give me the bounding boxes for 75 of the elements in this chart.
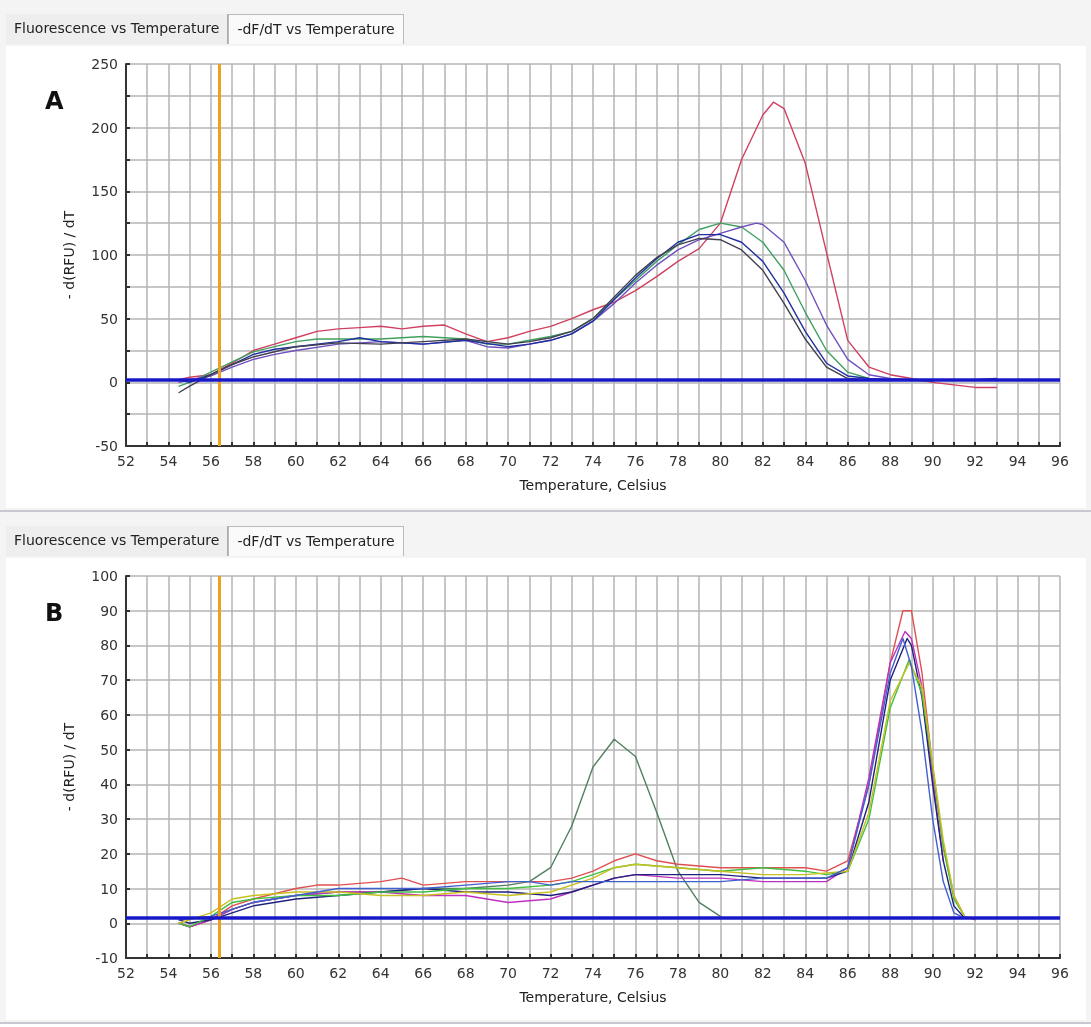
y-tick-label: 20 <box>100 845 118 862</box>
x-tick-label: 68 <box>456 453 475 469</box>
y-tick-label: 50 <box>100 310 118 327</box>
x-tick-label: 52 <box>117 965 135 981</box>
x-axis-title: Temperature, Celsius <box>518 477 667 493</box>
text: Fluorescence vs Temperature <box>6 14 229 44</box>
x-tick-label: 70 <box>499 453 518 469</box>
y-tick-label: 50 <box>100 741 118 758</box>
x-tick-label: 66 <box>414 965 433 981</box>
y-tick-label: 60 <box>100 706 118 723</box>
x-tick-label: 54 <box>159 453 178 469</box>
x-tick-label: 72 <box>541 965 560 981</box>
x-tick-label: 78 <box>669 965 687 981</box>
x-tick-label: 78 <box>669 453 687 469</box>
x-tick-label: 68 <box>456 965 475 981</box>
x-tick-label: 72 <box>541 453 560 469</box>
y-tick-label: 100 <box>91 568 118 584</box>
y-tick-label: 250 <box>91 56 118 72</box>
y-tick-label: -50 <box>95 438 118 454</box>
x-tick-label: 66 <box>414 453 433 469</box>
x-tick-label: 64 <box>371 453 390 469</box>
x-tick-label: 82 <box>753 453 772 469</box>
x-tick-label: 88 <box>881 965 900 981</box>
y-tick-label: 30 <box>100 811 118 828</box>
x-tick-label: 62 <box>329 965 348 981</box>
x-tick-label: 52 <box>117 453 135 469</box>
y-tick-label: 150 <box>91 183 118 200</box>
x-tick-label: 76 <box>626 965 645 981</box>
y-axis-title: - d(RFU) / dT <box>61 722 77 812</box>
y-tick-label: 90 <box>100 602 118 619</box>
x-tick-label: 58 <box>244 965 263 981</box>
text: A <box>45 87 64 115</box>
x-tick-label: 92 <box>966 453 984 469</box>
text: Fluorescence vs Temperature <box>6 526 229 556</box>
x-tick-label: 74 <box>584 965 602 981</box>
x-tick-label: 56 <box>202 453 220 469</box>
y-tick-label: 0 <box>109 915 118 932</box>
text: -dF/dT vs Temperature <box>228 14 404 44</box>
y-tick-label: 40 <box>100 776 118 793</box>
x-tick-label: 90 <box>923 965 942 981</box>
x-tick-label: 94 <box>1008 965 1027 981</box>
x-tick-label: 74 <box>584 453 602 469</box>
x-tick-label: 96 <box>1051 965 1069 981</box>
y-tick-label: 70 <box>100 672 118 689</box>
x-tick-label: 86 <box>838 453 857 469</box>
x-tick-label: 92 <box>966 965 984 981</box>
x-tick-label: 88 <box>881 453 900 469</box>
x-tick-label: 80 <box>711 453 730 469</box>
y-tick-label: 80 <box>100 637 118 654</box>
y-tick-label: 0 <box>109 374 118 391</box>
x-tick-label: 80 <box>711 965 730 981</box>
x-tick-label: 82 <box>753 965 772 981</box>
x-tick-label: 60 <box>286 965 305 981</box>
y-tick-label: 100 <box>91 247 118 263</box>
x-tick-label: 84 <box>796 453 815 469</box>
x-tick-label: 58 <box>244 453 263 469</box>
x-tick-label: 96 <box>1051 453 1069 469</box>
y-tick-label: -10 <box>95 950 118 966</box>
x-tick-label: 84 <box>796 965 815 981</box>
x-axis-title: Temperature, Celsius <box>518 989 667 1005</box>
text: B <box>45 599 64 627</box>
text: -dF/dT vs Temperature <box>228 526 404 556</box>
x-tick-label: 94 <box>1008 453 1027 469</box>
x-tick-label: 60 <box>286 453 305 469</box>
y-tick-label: 10 <box>100 880 118 897</box>
x-tick-label: 62 <box>329 453 348 469</box>
x-tick-label: 56 <box>202 965 220 981</box>
x-tick-label: 54 <box>159 965 178 981</box>
x-tick-label: 90 <box>923 453 942 469</box>
x-tick-label: 86 <box>838 965 857 981</box>
y-tick-label: 200 <box>91 119 118 136</box>
x-tick-label: 76 <box>626 453 645 469</box>
x-tick-label: 70 <box>499 965 518 981</box>
x-tick-label: 64 <box>371 965 390 981</box>
y-axis-title: - d(RFU) / dT <box>61 210 77 300</box>
